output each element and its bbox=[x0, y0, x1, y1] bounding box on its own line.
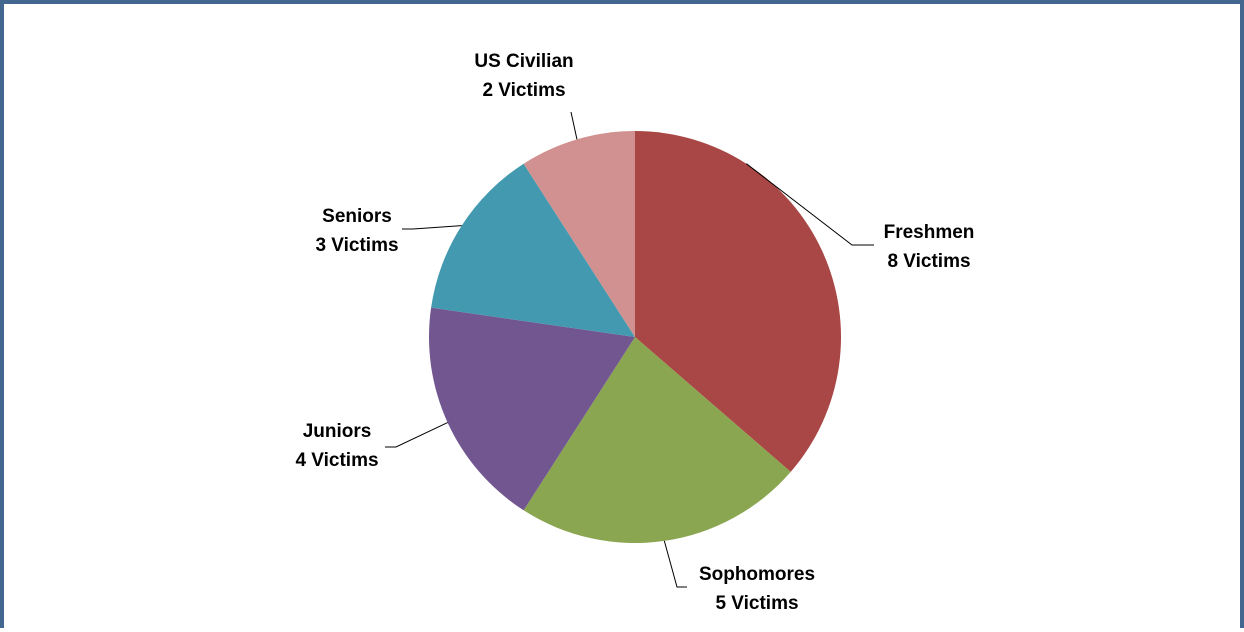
pie-slice-seniors bbox=[431, 163, 635, 337]
leader-line bbox=[402, 225, 462, 230]
pie-slice-sophomores bbox=[523, 337, 791, 543]
pie-slice-us-civilian bbox=[523, 131, 635, 337]
data-label: Freshmen 8 Victims bbox=[884, 222, 975, 272]
leader-line bbox=[570, 111, 578, 140]
data-label: Seniors 3 Victims bbox=[315, 206, 398, 256]
data-label: Juniors 4 Victims bbox=[295, 421, 378, 471]
leader-line bbox=[385, 422, 448, 448]
pie-chart: Freshmen 8 Victims Sophomores 5 Victims Juni… bbox=[295, 51, 975, 614]
pie-slice-juniors bbox=[429, 307, 635, 511]
leader-line bbox=[746, 163, 874, 246]
leader-line bbox=[663, 540, 687, 588]
data-label: US Civilian 2 Victims bbox=[474, 51, 573, 101]
pie-slice-freshmen bbox=[635, 131, 841, 472]
data-label: Sophomores 5 Victims bbox=[699, 564, 815, 614]
